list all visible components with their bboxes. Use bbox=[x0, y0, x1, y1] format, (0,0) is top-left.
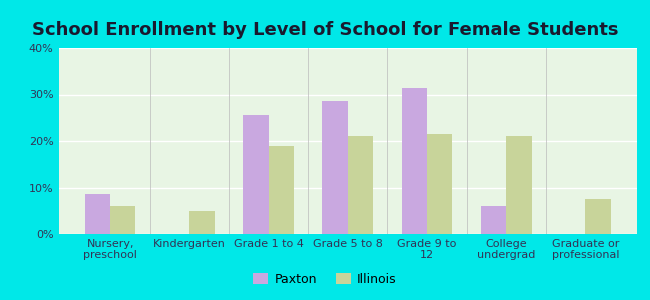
Bar bbox=[348, 136, 373, 234]
Bar bbox=[586, 199, 611, 234]
Bar bbox=[243, 116, 268, 234]
Bar bbox=[268, 146, 294, 234]
Legend: Paxton, Illinois: Paxton, Illinois bbox=[248, 268, 402, 291]
Bar bbox=[322, 101, 348, 234]
Bar bbox=[402, 88, 427, 234]
Bar bbox=[110, 206, 135, 234]
Text: School Enrollment by Level of School for Female Students: School Enrollment by Level of School for… bbox=[32, 21, 618, 39]
Bar bbox=[189, 211, 214, 234]
Bar bbox=[506, 136, 532, 234]
Bar bbox=[84, 194, 110, 234]
Bar bbox=[481, 206, 506, 234]
Bar bbox=[427, 134, 452, 234]
